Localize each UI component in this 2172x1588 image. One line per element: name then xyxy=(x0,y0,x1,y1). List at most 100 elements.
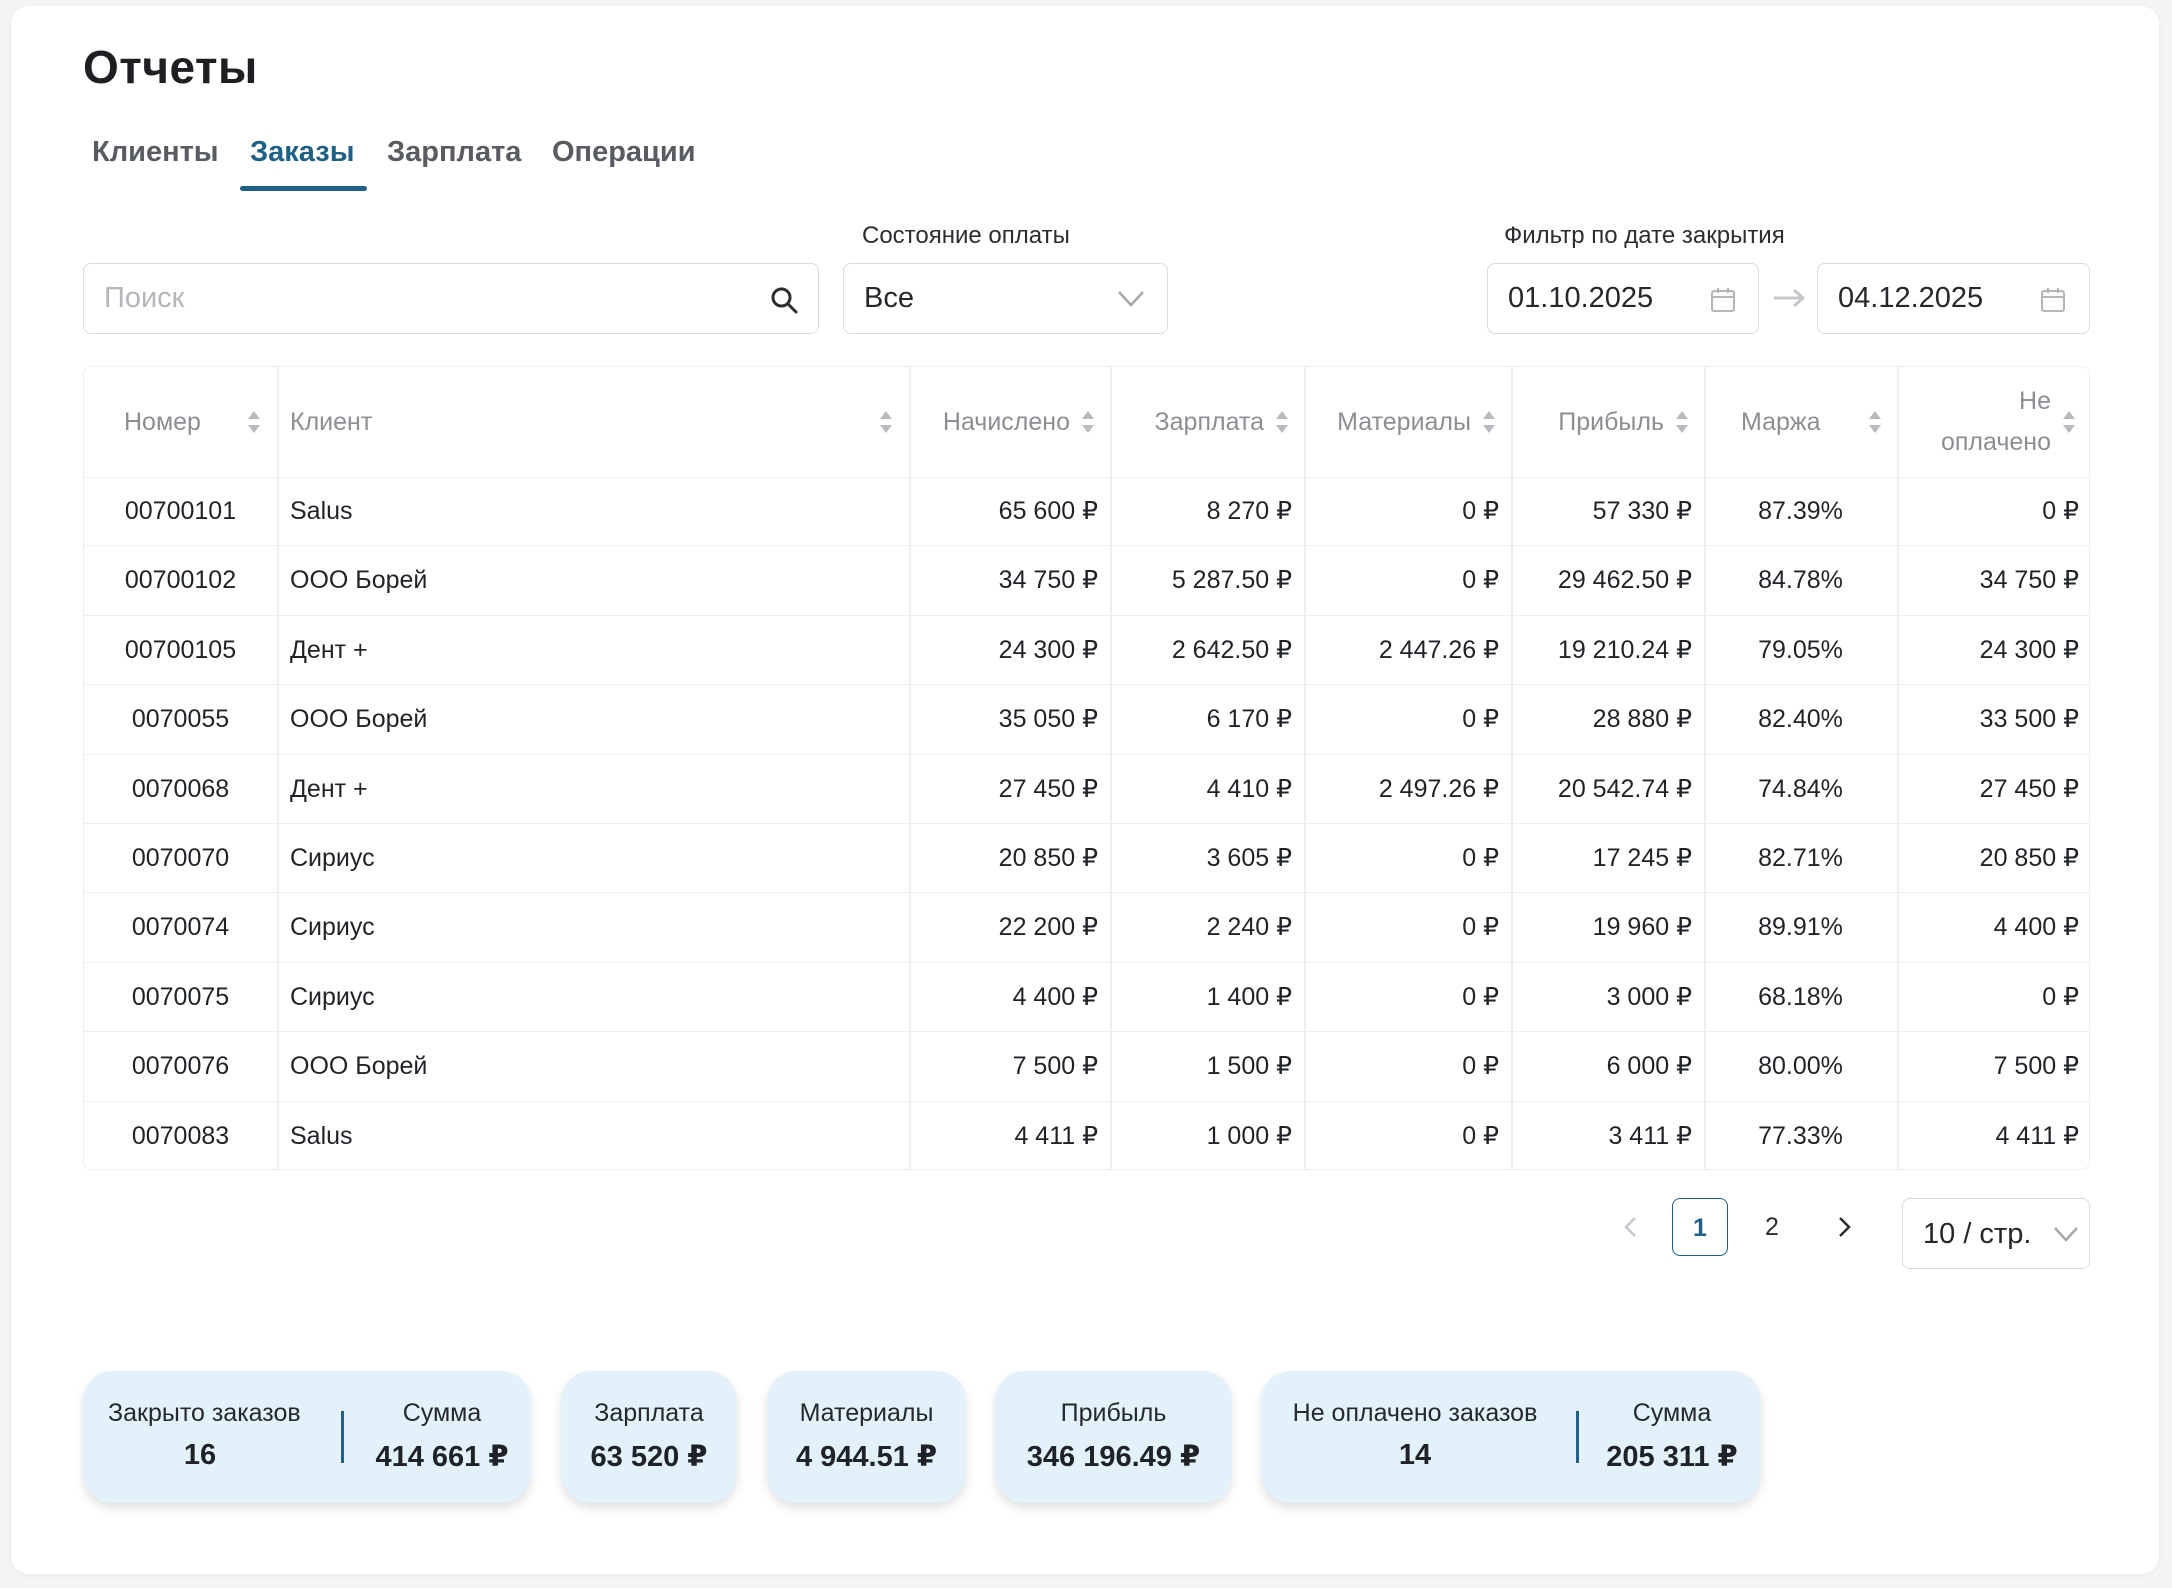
column-divider xyxy=(1704,962,1706,1032)
column-header-profit[interactable]: Прибыль xyxy=(1511,367,1704,477)
materials-label: Материалы xyxy=(799,1399,934,1427)
page-2-button[interactable]: 2 xyxy=(1765,1213,1779,1241)
column-divider xyxy=(1110,685,1112,754)
column-divider xyxy=(1704,754,1706,823)
closed-sum-value: 414 661 ₽ xyxy=(375,1441,509,1473)
column-divider xyxy=(1511,823,1513,893)
column-divider xyxy=(1511,546,1513,615)
search-input[interactable]: Поиск xyxy=(83,263,819,334)
chevron-right-icon[interactable] xyxy=(1834,1215,1854,1239)
column-header-number[interactable]: Номер xyxy=(84,367,277,477)
table-row[interactable]: 00700102 ООО Борей 34 750 ₽ 5 287.50 ₽ 0 ₽ 29… xyxy=(84,546,2089,616)
column-divider xyxy=(1704,477,1706,546)
table-row[interactable]: 0070076 ООО Борей 7 500 ₽ 1 500 ₽ 0 ₽ 6 000 ₽… xyxy=(84,1032,2089,1102)
date-to-field[interactable]: 04.12.2025 xyxy=(1817,263,2090,334)
column-divider xyxy=(1897,754,1899,823)
table-row[interactable]: 0070055 ООО Борей 35 050 ₽ 6 170 ₽ 0 ₽ 28 880… xyxy=(84,685,2089,755)
column-divider xyxy=(1110,893,1112,962)
column-header-accrued[interactable]: Начислено xyxy=(909,367,1110,477)
table-row[interactable]: 0070075 Сириус 4 400 ₽ 1 400 ₽ 0 ₽ 3 000 ₽ 68.… xyxy=(84,962,2089,1033)
page-size-select[interactable]: 10 / стр. xyxy=(1902,1198,2090,1269)
column-header-client[interactable]: Клиент xyxy=(277,367,909,477)
column-divider xyxy=(1897,1101,1899,1169)
cell-number: 00700102 xyxy=(124,566,237,595)
sort-icon[interactable] xyxy=(1482,408,1496,436)
column-header-materials[interactable]: Материалы xyxy=(1304,367,1511,477)
column-divider xyxy=(909,893,911,962)
chevron-left-icon[interactable] xyxy=(1621,1215,1641,1239)
cell-client: Salus xyxy=(290,1121,353,1150)
column-divider xyxy=(1897,615,1899,685)
cell-materials: 2 497.26 ₽ xyxy=(1378,774,1499,803)
column-header-margin[interactable]: Маржа xyxy=(1704,367,1897,477)
tab-operations[interactable]: Операции xyxy=(552,136,696,168)
sort-icon[interactable] xyxy=(1081,408,1095,436)
sort-icon[interactable] xyxy=(1675,408,1689,436)
cell-client: Salus xyxy=(290,497,353,525)
table-row[interactable]: 0070068 Дент + 27 450 ₽ 4 410 ₽ 2 497.26 ₽ 20… xyxy=(84,754,2089,824)
cell-unpaid: 24 300 ₽ xyxy=(1979,635,2079,664)
table-row[interactable]: 00700105 Дент + 24 300 ₽ 2 642.50 ₽ 2 447.26… xyxy=(84,615,2089,686)
cell-number: 0070055 xyxy=(131,705,230,734)
summary-closed-orders: Закрыто заказов 16 Сумма 414 661 ₽ xyxy=(83,1371,531,1503)
column-divider xyxy=(1511,685,1513,754)
sort-icon[interactable] xyxy=(879,408,893,436)
table-row[interactable]: 0070070 Сириус 20 850 ₽ 3 605 ₽ 0 ₽ 17 245 ₽ 8… xyxy=(84,823,2089,894)
salary-value: 63 520 ₽ xyxy=(590,1441,708,1473)
cell-client: Сириус xyxy=(290,982,375,1011)
cell-number: 00700101 xyxy=(124,497,237,525)
closed-orders-label: Закрыто заказов xyxy=(108,1399,301,1427)
sort-icon[interactable] xyxy=(1275,408,1289,436)
sort-icon[interactable] xyxy=(1868,408,1882,436)
column-divider xyxy=(1304,893,1306,962)
cell-unpaid: 7 500 ₽ xyxy=(1993,1052,2079,1081)
tabs-bar: Клиенты Заказы Зарплата Операции xyxy=(83,130,783,194)
column-divider xyxy=(1704,1101,1706,1169)
table-row[interactable]: 00700101 Salus 65 600 ₽ 8 270 ₽ 0 ₽ 57 330 ₽ 8… xyxy=(84,477,2089,547)
column-divider xyxy=(277,893,279,962)
sort-icon[interactable] xyxy=(2062,408,2076,436)
column-divider xyxy=(1511,893,1513,962)
arrow-right-icon xyxy=(1774,288,1806,308)
cell-unpaid: 34 750 ₽ xyxy=(1979,566,2079,595)
cell-unpaid: 33 500 ₽ xyxy=(1979,705,2079,734)
column-divider xyxy=(277,962,279,1032)
sort-icon[interactable] xyxy=(247,408,261,436)
table-row[interactable]: 0070083 Salus 4 411 ₽ 1 000 ₽ 0 ₽ 3 411 ₽ 77.3… xyxy=(84,1101,2089,1169)
tab-clients[interactable]: Клиенты xyxy=(92,136,219,168)
cell-unpaid: 20 850 ₽ xyxy=(1979,843,2079,872)
cell-accrued: 24 300 ₽ xyxy=(998,635,1098,664)
cell-salary: 1 400 ₽ xyxy=(1206,982,1292,1011)
tab-salary[interactable]: Зарплата xyxy=(387,136,522,168)
cell-accrued: 4 400 ₽ xyxy=(1012,982,1098,1011)
table-row[interactable]: 0070074 Сириус 22 200 ₽ 2 240 ₽ 0 ₽ 19 960 ₽ 8… xyxy=(84,893,2089,963)
column-divider xyxy=(1110,615,1112,685)
cell-margin: 82.71% xyxy=(1758,843,1843,872)
column-divider xyxy=(277,1101,279,1169)
cell-unpaid: 0 ₽ xyxy=(2042,497,2079,525)
cell-client: Дент + xyxy=(290,774,368,803)
page-1-button[interactable]: 1 xyxy=(1672,1198,1728,1256)
cell-profit: 20 542.74 ₽ xyxy=(1557,774,1692,803)
column-header-salary[interactable]: Зарплата xyxy=(1110,367,1304,477)
cell-salary: 1 000 ₽ xyxy=(1206,1121,1292,1150)
tab-orders[interactable]: Заказы xyxy=(250,136,355,168)
materials-value: 4 944.51 ₽ xyxy=(795,1441,938,1473)
column-divider xyxy=(1704,893,1706,962)
cell-client: ООО Борей xyxy=(290,705,428,734)
column-divider xyxy=(1304,1032,1306,1101)
date-from-field[interactable]: 01.10.2025 xyxy=(1487,263,1759,334)
profit-value: 346 196.49 ₽ xyxy=(1026,1441,1201,1473)
column-divider xyxy=(909,1032,911,1101)
column-divider xyxy=(1704,685,1706,754)
cell-margin: 87.39% xyxy=(1758,497,1843,525)
payment-state-select[interactable]: Все xyxy=(843,263,1168,334)
column-header-unpaid[interactable]: Не оплачено xyxy=(1897,367,2089,477)
column-divider xyxy=(1897,823,1899,893)
cell-profit: 29 462.50 ₽ xyxy=(1557,566,1692,595)
cell-profit: 3 411 ₽ xyxy=(1608,1121,1692,1150)
cell-salary: 3 605 ₽ xyxy=(1206,843,1292,872)
column-divider xyxy=(277,823,279,893)
search-icon[interactable] xyxy=(770,286,798,314)
table-header: Номер Клиент Начислено Зарплата Материал… xyxy=(84,367,2089,478)
